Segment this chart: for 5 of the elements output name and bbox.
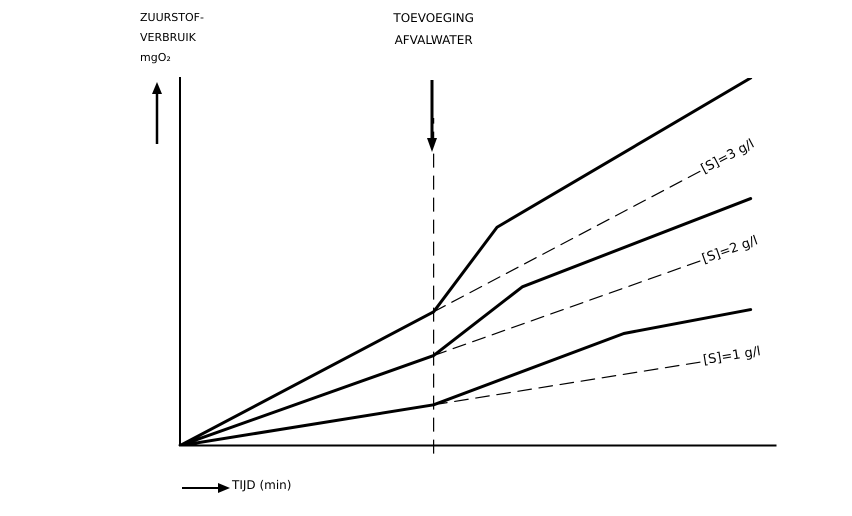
- y-axis-title: ZUURSTOF- VERBRUIK mgO₂: [140, 10, 204, 66]
- text: [S]=1 g/l: [702, 344, 762, 368]
- x-axis-title: TIJD (min): [232, 478, 292, 492]
- text: [S]=2 g/l: [700, 233, 760, 267]
- text: TOEVOEGING AFVALWATER: [392, 11, 474, 47]
